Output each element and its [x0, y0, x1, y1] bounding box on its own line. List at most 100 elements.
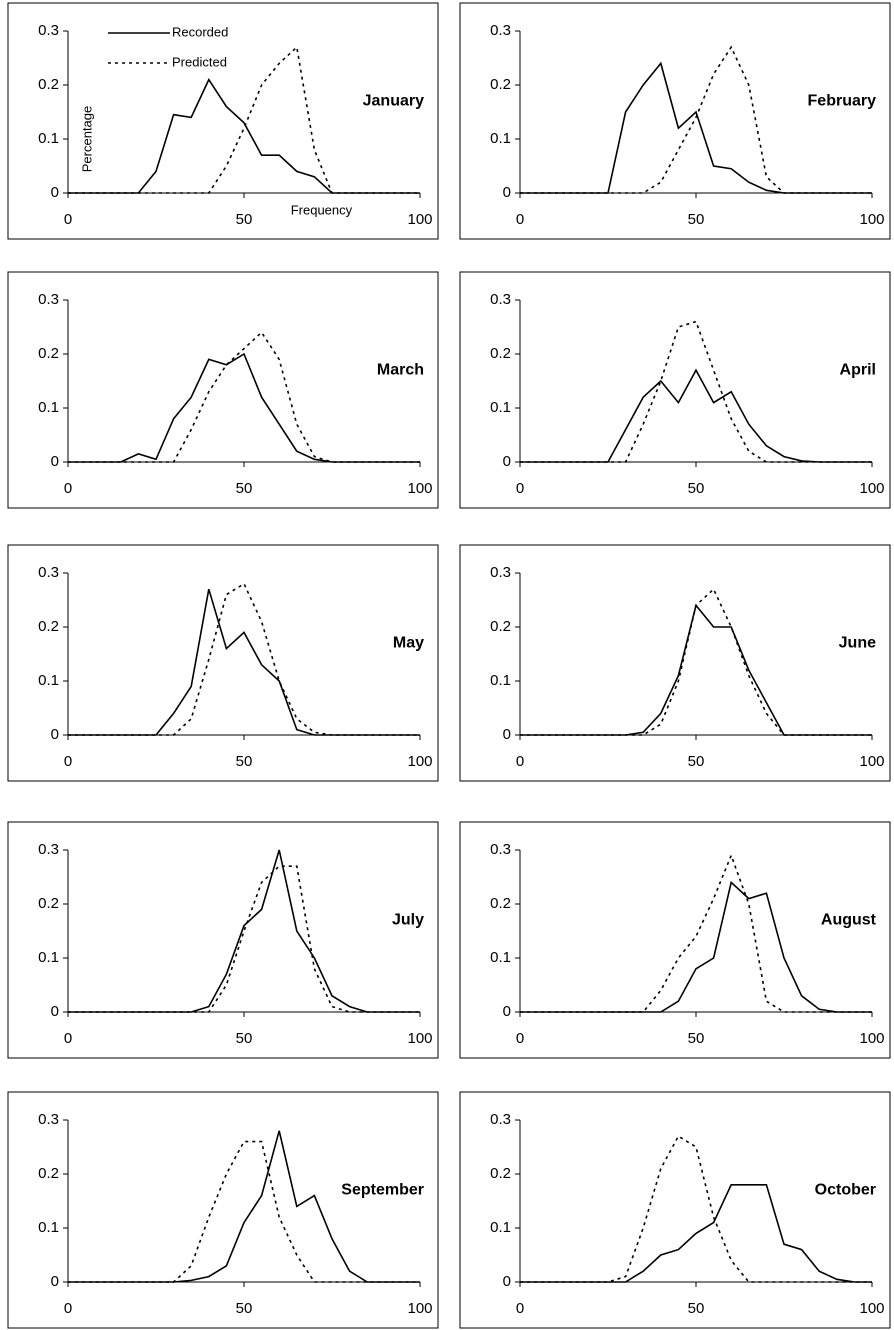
panel-frame	[7, 544, 439, 782]
chart-panel: 0 0.1 0.2 0.3 0 50 100 October	[459, 1091, 891, 1329]
x-tick-label: 50	[236, 480, 253, 497]
y-tick-label: 0.3	[38, 291, 59, 308]
panel-frame	[7, 821, 439, 1059]
x-tick-label: 100	[859, 211, 884, 228]
data-line	[68, 331, 420, 463]
x-tick-label: 100	[859, 753, 884, 770]
y-tick-label: 0.3	[490, 22, 511, 39]
y-tick-label: 0	[51, 453, 59, 470]
data-line	[520, 1184, 872, 1283]
chart-panel: 0 0.1 0.2 0.3 0 50 100 February	[459, 2, 891, 240]
data-line	[520, 320, 872, 463]
y-tick-label: 0	[51, 726, 59, 743]
chart-panel: 0 0.1 0.2 0.3 0 50 100 September	[7, 1091, 439, 1329]
x-tick-label: 50	[236, 753, 253, 770]
y-tick-label: 0.1	[490, 399, 511, 416]
y-tick-label: 0.1	[490, 1219, 511, 1236]
y-tick-label: 0.1	[38, 672, 59, 689]
x-axis-label: Frequency	[291, 202, 353, 217]
y-tick-label: 0.2	[490, 345, 511, 362]
x-tick-label: 100	[407, 1030, 432, 1047]
y-tick-label: 0	[51, 1273, 59, 1290]
chart-title: August	[821, 911, 877, 928]
y-tick-label: 0.2	[38, 618, 59, 635]
data-line	[520, 368, 872, 463]
x-tick-label: 100	[859, 480, 884, 497]
chart-panel: 0 0.1 0.2 0.3 0 50 100 July	[7, 821, 439, 1059]
x-tick-label: 0	[64, 211, 72, 228]
panel-frame	[459, 271, 891, 509]
y-tick-label: 0.1	[490, 949, 511, 966]
y-tick-label: 0.1	[490, 130, 511, 147]
panel-frame	[459, 544, 891, 782]
x-tick-label: 50	[688, 1030, 705, 1047]
chart-title: October	[815, 1181, 876, 1198]
data-line	[520, 61, 872, 194]
chart-panel: 0 0.1 0.2 0.3 0 50 100 May	[7, 544, 439, 782]
x-tick-label: 0	[64, 1300, 72, 1317]
chart-panel: 0 0.1 0.2 0.3 0 50 100 April	[459, 271, 891, 509]
chart-title: September	[341, 1181, 424, 1198]
chart-title: July	[392, 911, 424, 928]
chart-panel: 0 0.1 0.2 0.3 0 50 100 March	[7, 271, 439, 509]
x-tick-label: 50	[688, 1300, 705, 1317]
data-line	[68, 1140, 420, 1283]
x-tick-label: 0	[516, 753, 524, 770]
chart-title: April	[840, 361, 876, 378]
chart-title: March	[377, 361, 424, 378]
panel-frame	[7, 1091, 439, 1329]
x-tick-label: 100	[859, 1300, 884, 1317]
x-tick-label: 0	[64, 1030, 72, 1047]
y-tick-label: 0.3	[38, 22, 59, 39]
chart-title: June	[839, 634, 876, 651]
panel-frame	[459, 821, 891, 1059]
chart-title: May	[393, 634, 424, 651]
x-tick-label: 100	[407, 480, 432, 497]
data-line	[520, 603, 872, 736]
y-tick-label: 0.1	[38, 399, 59, 416]
y-tick-label: 0	[503, 453, 511, 470]
y-tick-label: 0.2	[490, 76, 511, 93]
x-tick-label: 0	[516, 480, 524, 497]
y-tick-label: 0	[503, 1003, 511, 1020]
x-tick-label: 100	[859, 1030, 884, 1047]
y-tick-label: 0.2	[38, 895, 59, 912]
data-line	[520, 853, 872, 1013]
x-tick-label: 50	[236, 1030, 253, 1047]
y-tick-label: 0.2	[490, 618, 511, 635]
y-tick-label: 0.3	[490, 564, 511, 581]
x-tick-label: 0	[64, 480, 72, 497]
x-tick-label: 50	[236, 1300, 253, 1317]
data-line	[68, 45, 420, 194]
chart-title: February	[808, 92, 877, 109]
x-tick-label: 100	[407, 753, 432, 770]
x-tick-label: 0	[516, 1300, 524, 1317]
y-tick-label: 0	[503, 184, 511, 201]
y-tick-label: 0	[503, 726, 511, 743]
x-tick-label: 50	[688, 211, 705, 228]
panel-frame	[459, 1091, 891, 1329]
data-line	[68, 588, 420, 736]
y-tick-label: 0.1	[490, 672, 511, 689]
y-tick-label: 0.1	[38, 949, 59, 966]
y-axis-label: Percentage	[79, 106, 94, 173]
data-line	[68, 352, 420, 463]
data-line	[520, 587, 872, 736]
data-line	[520, 1135, 872, 1283]
legend-label: Predicted	[172, 54, 227, 69]
data-line	[520, 45, 872, 194]
y-tick-label: 0.3	[38, 564, 59, 581]
y-tick-label: 0.3	[38, 841, 59, 858]
y-tick-label: 0	[51, 1003, 59, 1020]
chart-panel: 0 0.1 0.2 0.3 0 50 100 January Percentage Frequen…	[7, 2, 439, 240]
x-tick-label: 100	[407, 1300, 432, 1317]
data-line	[68, 849, 420, 1013]
data-line	[520, 880, 872, 1013]
data-line	[68, 582, 420, 736]
y-tick-label: 0.2	[38, 76, 59, 93]
x-tick-label: 100	[407, 211, 432, 228]
y-tick-label: 0	[51, 184, 59, 201]
data-line	[68, 1130, 420, 1283]
